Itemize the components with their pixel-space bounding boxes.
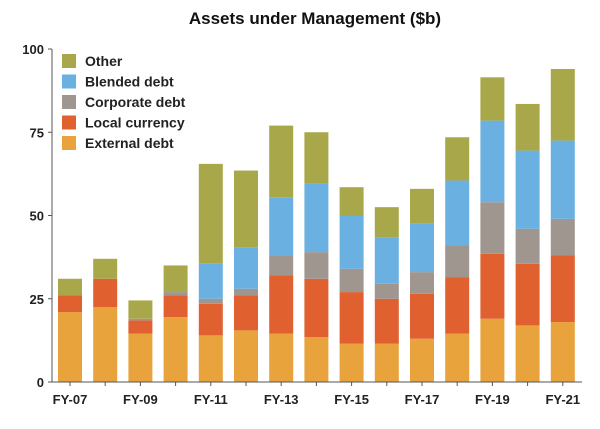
bar-other-fy-13 [269,125,294,198]
bar-local-currency-fy-12 [234,295,258,331]
legend-swatch-corporate-debt [62,95,76,109]
x-ticks-group: FY-07 FY-09 FY-11 FY-13 FY-15 FY-17 FY-19 FY-21 [53,382,580,407]
bar-corporate-debt-fy-10 [163,292,188,296]
bar-corporate-debt-fy-16 [374,283,399,299]
bar-external-debt-fy-17 [410,338,434,382]
bar-other-fy-08 [93,258,118,279]
x-tick-label-fy-15: FY-15 [334,392,369,407]
x-tick-label-fy-13: FY-13 [264,392,299,407]
legend-swatch-other [62,54,76,68]
bar-other-fy-14 [304,132,329,184]
bar-other-fy-18 [445,137,470,181]
bar-external-debt-fy-21 [550,322,575,382]
bar-other-fy-21 [550,68,575,141]
bar-local-currency-fy-16 [374,298,399,344]
legend: Other Blended debt Corporate debt Local cur… [62,53,186,151]
bar-blended-debt-fy-12 [234,247,258,289]
bar-blended-debt-fy-11 [198,263,223,299]
bar-blended-debt-fy-21 [550,140,575,219]
y-ticks-group: 0 25 50 75 100 [22,42,52,390]
bar-local-currency-fy-14 [304,278,329,338]
bar-corporate-debt-fy-20 [515,228,540,264]
x-tick-label-fy-11: FY-11 [194,392,228,407]
bar-other-fy-17 [410,188,434,224]
bar-other-fy-19 [480,77,505,121]
bar-blended-debt-fy-15 [339,215,364,269]
y-tick-label-100: 100 [22,42,44,57]
legend-label-local-currency: Local currency [85,115,185,131]
bar-corporate-debt-fy-18 [445,245,470,278]
bar-corporate-debt-fy-09 [128,318,153,321]
bar-local-currency-fy-15 [339,292,364,344]
x-tick-label-fy-07: FY-07 [53,392,88,407]
x-tick-label-fy-09: FY-09 [123,392,158,407]
bar-external-debt-fy-11 [198,335,223,382]
bar-other-fy-10 [163,265,188,293]
bar-external-debt-fy-10 [163,317,188,382]
bar-blended-debt-fy-13 [269,197,294,256]
bar-external-debt-fy-09 [128,333,153,382]
bar-other-fy-07 [58,278,82,296]
chart-title: Assets under Management ($b) [189,9,441,28]
bar-external-debt-fy-15 [339,343,364,382]
bar-local-currency-fy-13 [269,275,294,334]
bar-corporate-debt-fy-19 [480,202,505,254]
x-tick-label-fy-17: FY-17 [405,392,440,407]
bar-local-currency-fy-10 [163,295,188,318]
legend-label-blended-debt: Blended debt [85,74,174,90]
bar-corporate-debt-fy-12 [234,288,258,296]
legend-label-external-debt: External debt [85,135,174,151]
bar-external-debt-fy-13 [269,333,294,382]
y-tick-label-50: 50 [30,209,44,224]
bar-corporate-debt-fy-14 [304,252,329,279]
bar-local-currency-fy-20 [515,263,540,326]
legend-swatch-external-debt [62,136,76,150]
bar-local-currency-fy-07 [58,295,82,313]
legend-swatch-local-currency [62,115,76,130]
bar-other-fy-11 [198,163,223,264]
bar-corporate-debt-fy-21 [550,218,575,256]
bar-external-debt-fy-19 [480,318,505,382]
bar-corporate-debt-fy-15 [339,268,364,293]
bar-external-debt-fy-12 [234,330,258,382]
bar-external-debt-fy-20 [515,325,540,382]
x-tick-label-fy-19: FY-19 [475,392,510,407]
bar-blended-debt-fy-17 [410,223,434,273]
bar-local-currency-fy-11 [198,303,223,336]
bar-local-currency-fy-21 [550,255,575,323]
bar-external-debt-fy-07 [58,312,82,382]
legend-label-corporate-debt: Corporate debt [85,94,186,110]
bar-external-debt-fy-08 [93,307,118,382]
bar-blended-debt-fy-14 [304,183,329,253]
x-tick-label-fy-21: FY-21 [545,392,580,407]
bar-local-currency-fy-08 [93,278,118,308]
y-tick-label-75: 75 [30,125,44,140]
bar-local-currency-fy-09 [128,320,153,334]
bar-local-currency-fy-17 [410,293,434,339]
bars-group [58,68,575,382]
bar-other-fy-16 [374,207,399,238]
bar-corporate-debt-fy-13 [269,255,294,276]
bar-external-debt-fy-16 [374,343,399,382]
bar-corporate-debt-fy-17 [410,272,434,294]
bar-blended-debt-fy-19 [480,120,505,203]
bar-local-currency-fy-19 [480,253,505,319]
legend-label-other: Other [85,53,123,69]
bar-other-fy-12 [234,170,258,248]
bar-external-debt-fy-14 [304,337,329,382]
bar-other-fy-15 [339,187,364,216]
bar-blended-debt-fy-18 [445,180,470,246]
bar-external-debt-fy-18 [445,333,470,382]
bar-other-fy-20 [515,103,540,151]
bar-other-fy-09 [128,300,153,319]
bar-corporate-debt-fy-11 [198,298,223,304]
y-tick-label-25: 25 [30,292,44,307]
legend-swatch-blended-debt [62,74,76,89]
bar-blended-debt-fy-16 [374,237,399,284]
bar-blended-debt-fy-20 [515,150,540,229]
bar-local-currency-fy-18 [445,277,470,334]
y-tick-label-0: 0 [37,375,44,390]
